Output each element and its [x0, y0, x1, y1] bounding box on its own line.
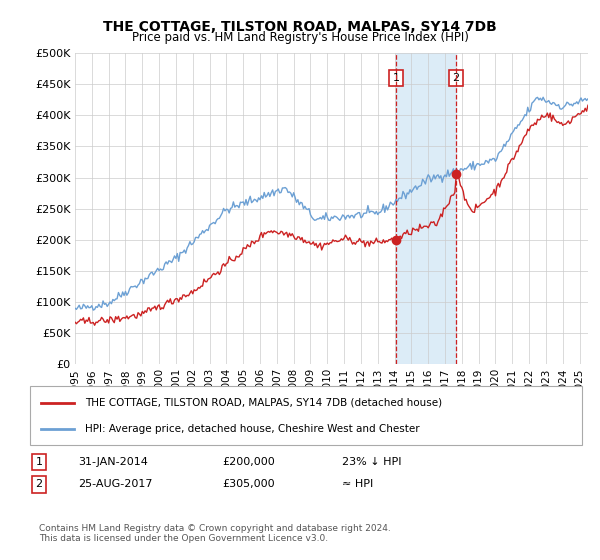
FancyBboxPatch shape — [30, 386, 582, 445]
Text: 2: 2 — [35, 479, 43, 489]
Text: Price paid vs. HM Land Registry's House Price Index (HPI): Price paid vs. HM Land Registry's House … — [131, 31, 469, 44]
Text: 2: 2 — [452, 73, 460, 83]
Text: ≈ HPI: ≈ HPI — [342, 479, 373, 489]
Text: 31-JAN-2014: 31-JAN-2014 — [78, 457, 148, 467]
Text: 1: 1 — [392, 73, 400, 83]
Text: THE COTTAGE, TILSTON ROAD, MALPAS, SY14 7DB (detached house): THE COTTAGE, TILSTON ROAD, MALPAS, SY14 … — [85, 398, 442, 408]
Text: £200,000: £200,000 — [222, 457, 275, 467]
Text: 23% ↓ HPI: 23% ↓ HPI — [342, 457, 401, 467]
Text: Contains HM Land Registry data © Crown copyright and database right 2024.
This d: Contains HM Land Registry data © Crown c… — [39, 524, 391, 543]
Text: HPI: Average price, detached house, Cheshire West and Chester: HPI: Average price, detached house, Ches… — [85, 424, 420, 434]
Text: 25-AUG-2017: 25-AUG-2017 — [78, 479, 152, 489]
Text: £305,000: £305,000 — [222, 479, 275, 489]
Text: 1: 1 — [35, 457, 43, 467]
Text: THE COTTAGE, TILSTON ROAD, MALPAS, SY14 7DB: THE COTTAGE, TILSTON ROAD, MALPAS, SY14 … — [103, 20, 497, 34]
Bar — [396, 53, 456, 364]
